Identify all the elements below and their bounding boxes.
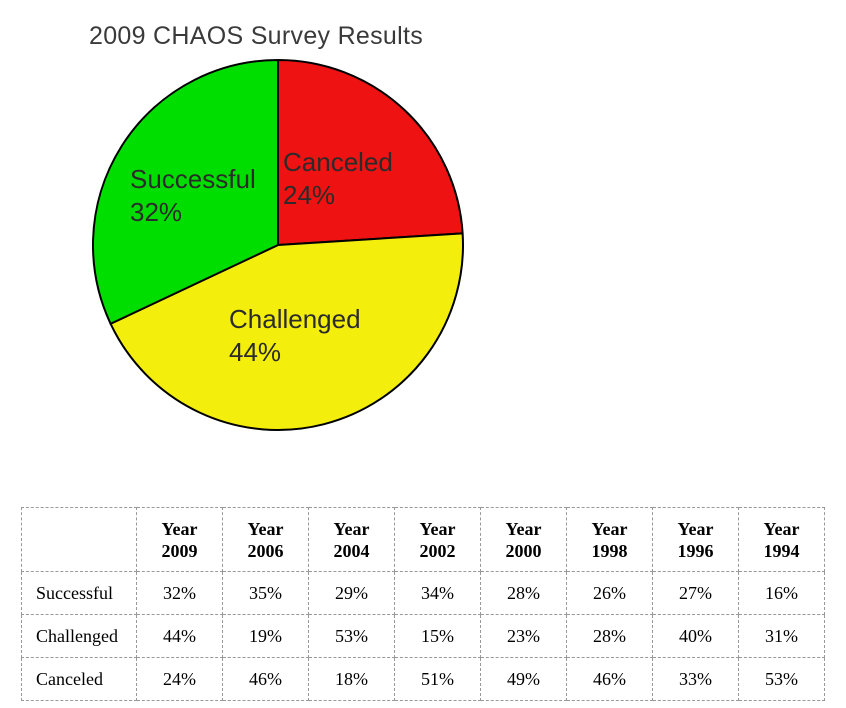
table-cell: 23% xyxy=(480,614,567,658)
pie-chart-figure: 2009 CHAOS Survey Results Successful 32%… xyxy=(89,22,464,431)
pie-slice-pct-label: 24% xyxy=(283,180,336,210)
table-header-row: Year 2009 Year 2006 Year 2004 Year 2002 Year… xyxy=(21,507,825,572)
pie-slice-name-label: Successful xyxy=(130,164,256,194)
table-row-canceled: Canceled 24% 46% 18% 51% 49% 46% 33% 53% xyxy=(21,657,825,701)
row-label: Challenged xyxy=(21,614,137,658)
table-cell: 28% xyxy=(480,571,567,615)
table-cell: 29% xyxy=(308,571,395,615)
table-cell: 19% xyxy=(222,614,309,658)
column-header-1: Year 2006 xyxy=(222,507,309,572)
pie-label-canceled: Canceled 24% xyxy=(283,146,393,212)
table-cell: 28% xyxy=(566,614,653,658)
table-cell: 46% xyxy=(222,657,309,701)
pie-slice-pct-label: 44% xyxy=(229,337,282,367)
table-cell: 44% xyxy=(136,614,223,658)
table-cell: 53% xyxy=(738,657,825,701)
table-row-challenged: Challenged 44% 19% 53% 15% 23% 28% 40% 31% xyxy=(21,614,825,658)
pie-slice-pct-label: 32% xyxy=(130,197,183,227)
chaos-survey-results-table: Year 2009 Year 2006 Year 2004 Year 2002 Year… xyxy=(21,507,825,701)
table-cell: 24% xyxy=(136,657,223,701)
table-cell: 16% xyxy=(738,571,825,615)
column-header-7: Year 1994 xyxy=(738,507,825,572)
pie-slice-name-label: Challenged xyxy=(229,304,361,334)
table-cell: 27% xyxy=(652,571,739,615)
row-label: Successful xyxy=(21,571,137,615)
pie-slice-successful xyxy=(92,59,279,325)
table-cell: 32% xyxy=(136,571,223,615)
column-header-0: Year 2009 xyxy=(136,507,223,572)
table-cell: 34% xyxy=(394,571,481,615)
table-cell: 15% xyxy=(394,614,481,658)
table-header: Year 2009 Year 2006 Year 2004 Year 2002 Year… xyxy=(21,507,825,572)
table-cell: 46% xyxy=(566,657,653,701)
table-cell: 33% xyxy=(652,657,739,701)
table-cell: 40% xyxy=(652,614,739,658)
table-cell: 26% xyxy=(566,571,653,615)
pie-slice-name-label: Canceled xyxy=(283,147,393,177)
table-cell: 51% xyxy=(394,657,481,701)
column-header-4: Year 2000 xyxy=(480,507,567,572)
row-label: Canceled xyxy=(21,657,137,701)
table-corner-cell xyxy=(21,507,137,572)
column-header-3: Year 2002 xyxy=(394,507,481,572)
chart-title: 2009 CHAOS Survey Results xyxy=(89,22,424,50)
pie-slice-canceled xyxy=(277,59,464,246)
column-header-6: Year 1996 xyxy=(652,507,739,572)
table-cell: 53% xyxy=(308,614,395,658)
pie-chart xyxy=(92,59,464,431)
column-header-2: Year 2004 xyxy=(308,507,395,572)
pie-label-challenged: Challenged 44% xyxy=(229,303,361,369)
column-header-5: Year 1998 xyxy=(566,507,653,572)
table-cell: 49% xyxy=(480,657,567,701)
table-cell: 18% xyxy=(308,657,395,701)
table-cell: 35% xyxy=(222,571,309,615)
pie-label-successful: Successful 32% xyxy=(130,163,256,229)
table-row-successful: Successful 32% 35% 29% 34% 28% 26% 27% 16% xyxy=(21,571,825,615)
table-cell: 31% xyxy=(738,614,825,658)
table-body: Successful 32% 35% 29% 34% 28% 26% 27% 16% Challe… xyxy=(21,571,825,701)
